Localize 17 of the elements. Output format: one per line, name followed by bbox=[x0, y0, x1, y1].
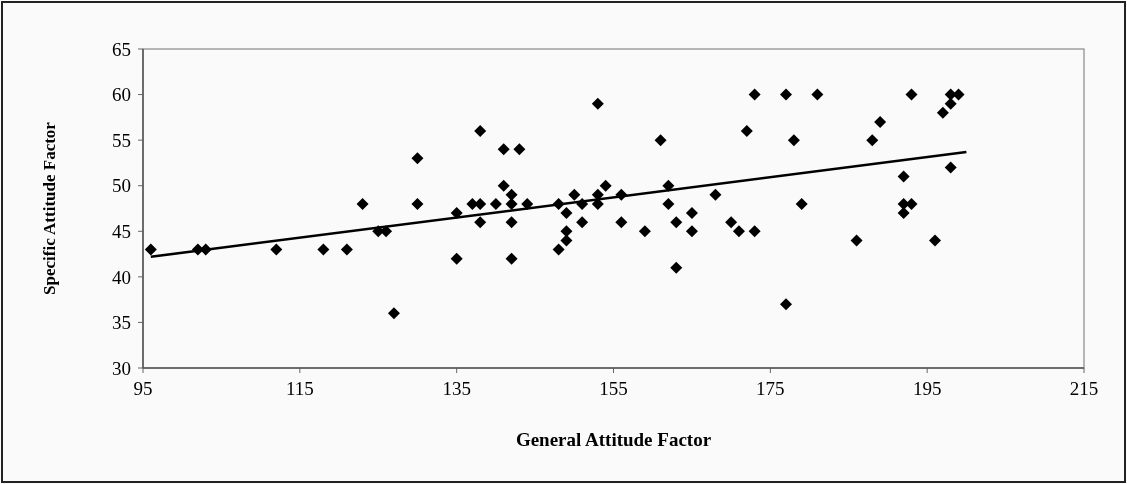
y-tick-label: 40 bbox=[112, 266, 131, 288]
x-tick-label: 135 bbox=[442, 378, 471, 399]
y-tick-label: 50 bbox=[112, 175, 131, 197]
x-tick-label: 195 bbox=[912, 378, 942, 399]
x-axis-title: General Attitude Factor bbox=[515, 429, 712, 450]
x-tick-label: 155 bbox=[599, 378, 628, 399]
y-tick-label: 65 bbox=[112, 38, 131, 60]
y-axis-title: Specific Attitude Factor bbox=[40, 121, 59, 295]
y-tick-label: 55 bbox=[112, 129, 131, 151]
x-tick-label: 115 bbox=[285, 378, 314, 399]
x-tick-label: 95 bbox=[133, 378, 153, 399]
x-tick-label: 175 bbox=[756, 378, 785, 399]
y-tick-label: 45 bbox=[112, 220, 131, 242]
y-tick-label: 60 bbox=[112, 84, 131, 106]
y-tick-label: 30 bbox=[112, 357, 131, 379]
y-tick-label: 35 bbox=[112, 312, 131, 334]
x-tick-label: 215 bbox=[1069, 378, 1099, 399]
